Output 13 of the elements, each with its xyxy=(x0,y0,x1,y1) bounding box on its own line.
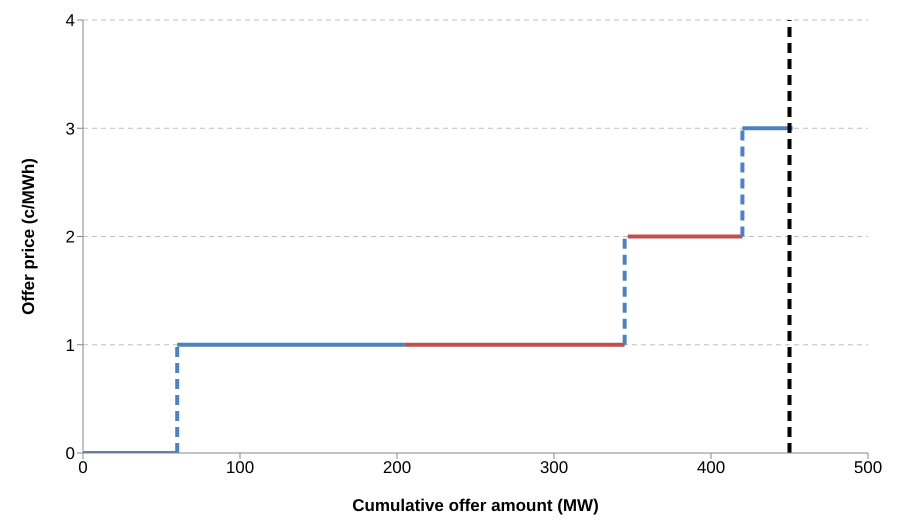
y-tick-label: 4 xyxy=(66,11,75,30)
x-tick-label: 400 xyxy=(696,458,726,478)
y-tick-label: 2 xyxy=(66,228,75,247)
y-axis-title: Offer price (c/MWh) xyxy=(19,158,38,315)
x-tick-label: 300 xyxy=(540,458,568,478)
y-tick-label: 3 xyxy=(66,119,75,138)
x-tick-label: 200 xyxy=(382,458,412,478)
x-axis-title: Cumulative offer amount (MW) xyxy=(352,496,599,515)
y-tick-label: 0 xyxy=(66,444,75,464)
x-tick-label: 0 xyxy=(78,458,88,478)
x-tick-label: 100 xyxy=(226,458,254,478)
x-tick-label: 500 xyxy=(854,458,882,478)
y-tick-label: 1 xyxy=(66,336,75,355)
